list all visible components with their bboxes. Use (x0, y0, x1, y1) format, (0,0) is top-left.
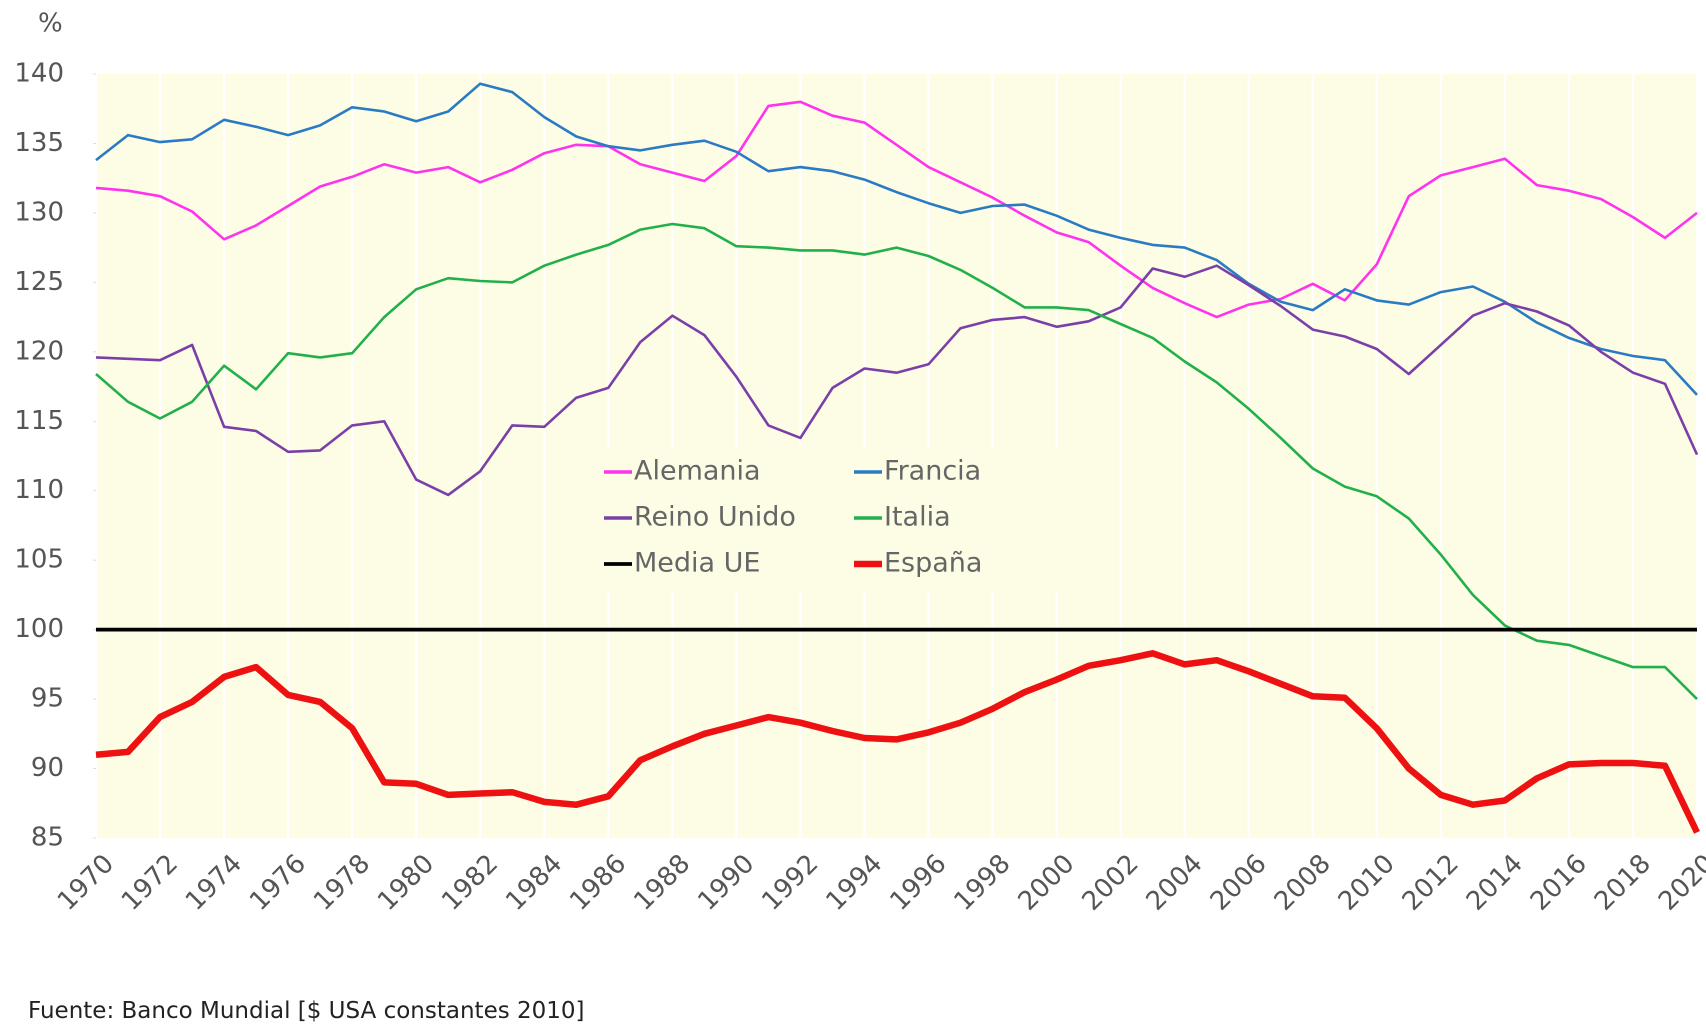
series-line (95, 222, 1698, 701)
x-tick-label: 1996 (884, 849, 952, 917)
y-tick-label: 95 (31, 684, 64, 714)
y-tick-label: 115 (14, 406, 64, 436)
legend-label: Francia (884, 456, 981, 487)
legend-label: España (884, 548, 982, 579)
x-tick-label: 1988 (628, 849, 696, 917)
legend: Alemania Francia Reino Unido Italia Media UE… (588, 448, 1083, 592)
y-tick-label: 110 (14, 475, 64, 505)
y-tick-label: 90 (31, 753, 64, 783)
x-tick-label: 1998 (949, 849, 1017, 917)
legend-label: Media UE (634, 548, 761, 579)
x-tick-label: 2008 (1269, 849, 1337, 917)
x-tick-label: 1978 (308, 849, 376, 917)
legend-label: Alemania (634, 456, 761, 487)
x-tick-label: 1984 (500, 849, 568, 917)
x-tick-label: 2000 (1013, 849, 1081, 917)
series-line (95, 82, 1698, 396)
x-tick-label: 1992 (756, 849, 824, 917)
y-tick-label: 120 (14, 336, 64, 366)
y-tick-label: 100 (14, 614, 64, 644)
x-tick-label: 1986 (564, 849, 632, 917)
x-tick-label: 2014 (1461, 849, 1529, 917)
x-tick-label: 1974 (180, 849, 248, 917)
x-tick-label: 2012 (1397, 849, 1465, 917)
x-tick-label: 1972 (116, 849, 184, 917)
x-tick-label: 2006 (1205, 849, 1273, 917)
series-line (95, 264, 1699, 497)
x-tick-label: 2018 (1589, 849, 1657, 917)
legend-box (588, 448, 1083, 592)
series-line (95, 650, 1700, 834)
x-tick-label: 1980 (372, 849, 440, 917)
y-tick-label: 140 (14, 59, 64, 89)
y-axis-label: % (38, 9, 63, 39)
y-tick-label: 125 (14, 267, 64, 297)
x-tick-label: 1970 (52, 849, 120, 917)
x-tick-label: 2004 (1141, 849, 1209, 917)
x-tick-label: 2002 (1077, 849, 1145, 917)
x-tick-label: 2016 (1525, 849, 1593, 917)
y-tick-label: 85 (31, 823, 64, 853)
x-tick-label: 1976 (244, 849, 312, 917)
series-line (95, 100, 1698, 319)
legend-label: Italia (884, 502, 951, 533)
x-tick-label: 2010 (1333, 849, 1401, 917)
legend-label: Reino Unido (634, 502, 796, 533)
source-note: Fuente: Banco Mundial [$ USA constantes … (28, 998, 585, 1024)
x-tick-label: 1994 (820, 849, 888, 917)
x-tick-label: 1990 (692, 849, 760, 917)
y-tick-label: 105 (14, 545, 64, 575)
x-tick-label: 1982 (436, 849, 504, 917)
y-tick-label: 130 (14, 197, 64, 227)
x-tick-label: 2020 (1653, 849, 1706, 917)
y-tick-label: 135 (14, 128, 64, 158)
